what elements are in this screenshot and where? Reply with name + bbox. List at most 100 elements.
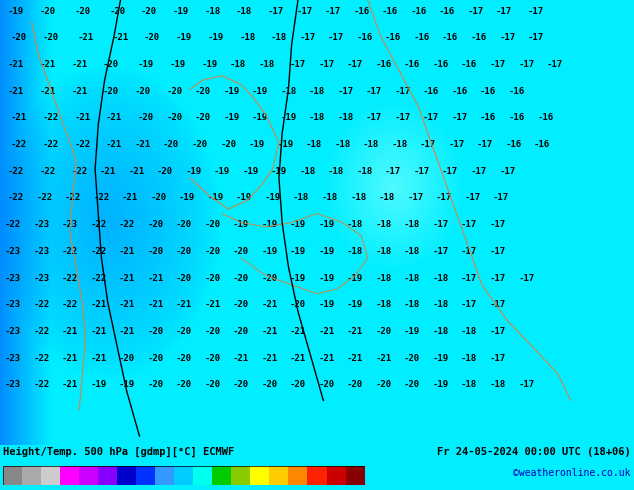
Text: -18: -18 xyxy=(375,300,392,309)
Text: -18: -18 xyxy=(309,87,325,96)
Bar xyxy=(288,466,307,485)
Text: -19: -19 xyxy=(176,33,192,42)
Text: -17: -17 xyxy=(325,7,341,16)
Text: -17: -17 xyxy=(489,300,506,309)
Text: -23: -23 xyxy=(4,247,21,256)
Text: -19: -19 xyxy=(201,60,217,69)
Text: -21: -21 xyxy=(61,380,78,390)
Text: -20: -20 xyxy=(103,60,119,69)
Text: -18: -18 xyxy=(334,140,351,149)
Text: -18: -18 xyxy=(356,167,373,176)
Text: -19: -19 xyxy=(318,300,335,309)
Text: -20: -20 xyxy=(404,354,420,363)
Text: -21: -21 xyxy=(204,300,221,309)
Text: -17: -17 xyxy=(436,194,452,202)
Text: -21: -21 xyxy=(119,247,135,256)
Text: -22: -22 xyxy=(8,194,24,202)
Text: -17: -17 xyxy=(394,113,411,122)
Text: -18: -18 xyxy=(328,167,344,176)
Text: -22: -22 xyxy=(11,140,27,149)
Text: -19: -19 xyxy=(249,140,265,149)
Text: -22: -22 xyxy=(90,273,107,283)
Bar xyxy=(79,466,98,485)
Text: -19: -19 xyxy=(277,140,294,149)
Text: -20: -20 xyxy=(176,380,192,390)
Text: -20: -20 xyxy=(11,33,27,42)
Text: -19: -19 xyxy=(8,7,24,16)
Text: -17: -17 xyxy=(499,33,515,42)
Text: -21: -21 xyxy=(90,327,107,336)
Text: -21: -21 xyxy=(90,354,107,363)
Text: -18: -18 xyxy=(404,247,420,256)
Text: -17: -17 xyxy=(328,33,344,42)
Text: -21: -21 xyxy=(318,327,335,336)
Text: -19: -19 xyxy=(233,220,249,229)
Text: -21: -21 xyxy=(39,60,56,69)
Text: -22: -22 xyxy=(36,194,53,202)
Text: -20: -20 xyxy=(138,113,154,122)
Text: -22: -22 xyxy=(119,220,135,229)
Text: -22: -22 xyxy=(33,300,49,309)
Text: -19: -19 xyxy=(290,247,306,256)
Text: ©weatheronline.co.uk: ©weatheronline.co.uk xyxy=(514,468,631,478)
Text: -17: -17 xyxy=(477,140,493,149)
Text: -17: -17 xyxy=(496,7,512,16)
Text: -22: -22 xyxy=(42,113,59,122)
Text: -17: -17 xyxy=(518,60,534,69)
Text: -17: -17 xyxy=(489,60,506,69)
Bar xyxy=(231,466,250,485)
Text: -18: -18 xyxy=(461,327,477,336)
Text: -19: -19 xyxy=(318,273,335,283)
Text: -17: -17 xyxy=(489,327,506,336)
Text: -21: -21 xyxy=(39,87,56,96)
Text: -20: -20 xyxy=(220,140,236,149)
Text: -16: -16 xyxy=(375,60,392,69)
Text: -17: -17 xyxy=(461,273,477,283)
Bar xyxy=(250,466,269,485)
Text: -16: -16 xyxy=(508,113,525,122)
Text: -20: -20 xyxy=(233,300,249,309)
Text: -21: -21 xyxy=(71,60,87,69)
Text: -18: -18 xyxy=(236,7,252,16)
Text: -19: -19 xyxy=(214,167,230,176)
Text: -21: -21 xyxy=(134,140,151,149)
Text: -16: -16 xyxy=(410,7,427,16)
Text: -21: -21 xyxy=(261,354,278,363)
Text: -17: -17 xyxy=(366,113,382,122)
Text: -19: -19 xyxy=(172,7,189,16)
Text: -20: -20 xyxy=(204,354,221,363)
Text: -20: -20 xyxy=(375,380,392,390)
Text: -16: -16 xyxy=(537,113,553,122)
Text: -18: -18 xyxy=(432,300,449,309)
Text: -18: -18 xyxy=(350,194,366,202)
Text: -21: -21 xyxy=(290,327,306,336)
Text: -23: -23 xyxy=(4,380,21,390)
Text: -21: -21 xyxy=(318,354,335,363)
Bar xyxy=(3,466,22,485)
Text: -17: -17 xyxy=(489,354,506,363)
Bar xyxy=(155,466,174,485)
Text: -22: -22 xyxy=(42,140,59,149)
Text: -18: -18 xyxy=(293,194,309,202)
Text: -17: -17 xyxy=(493,194,509,202)
Text: -20: -20 xyxy=(74,7,91,16)
Text: -19: -19 xyxy=(261,220,278,229)
Text: -17: -17 xyxy=(413,167,430,176)
Text: -21: -21 xyxy=(8,60,24,69)
Text: -20: -20 xyxy=(103,87,119,96)
Text: -16: -16 xyxy=(534,140,550,149)
Text: -20: -20 xyxy=(195,87,211,96)
Text: -18: -18 xyxy=(337,113,354,122)
Text: -20: -20 xyxy=(150,194,167,202)
Text: -19: -19 xyxy=(179,194,195,202)
Text: -17: -17 xyxy=(394,87,411,96)
Text: -20: -20 xyxy=(157,167,173,176)
Text: -20: -20 xyxy=(176,247,192,256)
Text: -17: -17 xyxy=(290,60,306,69)
Text: -19: -19 xyxy=(318,247,335,256)
Text: -16: -16 xyxy=(451,87,468,96)
Text: -19: -19 xyxy=(271,167,287,176)
Text: -17: -17 xyxy=(527,7,544,16)
Text: -20: -20 xyxy=(176,220,192,229)
Text: -20: -20 xyxy=(290,300,306,309)
